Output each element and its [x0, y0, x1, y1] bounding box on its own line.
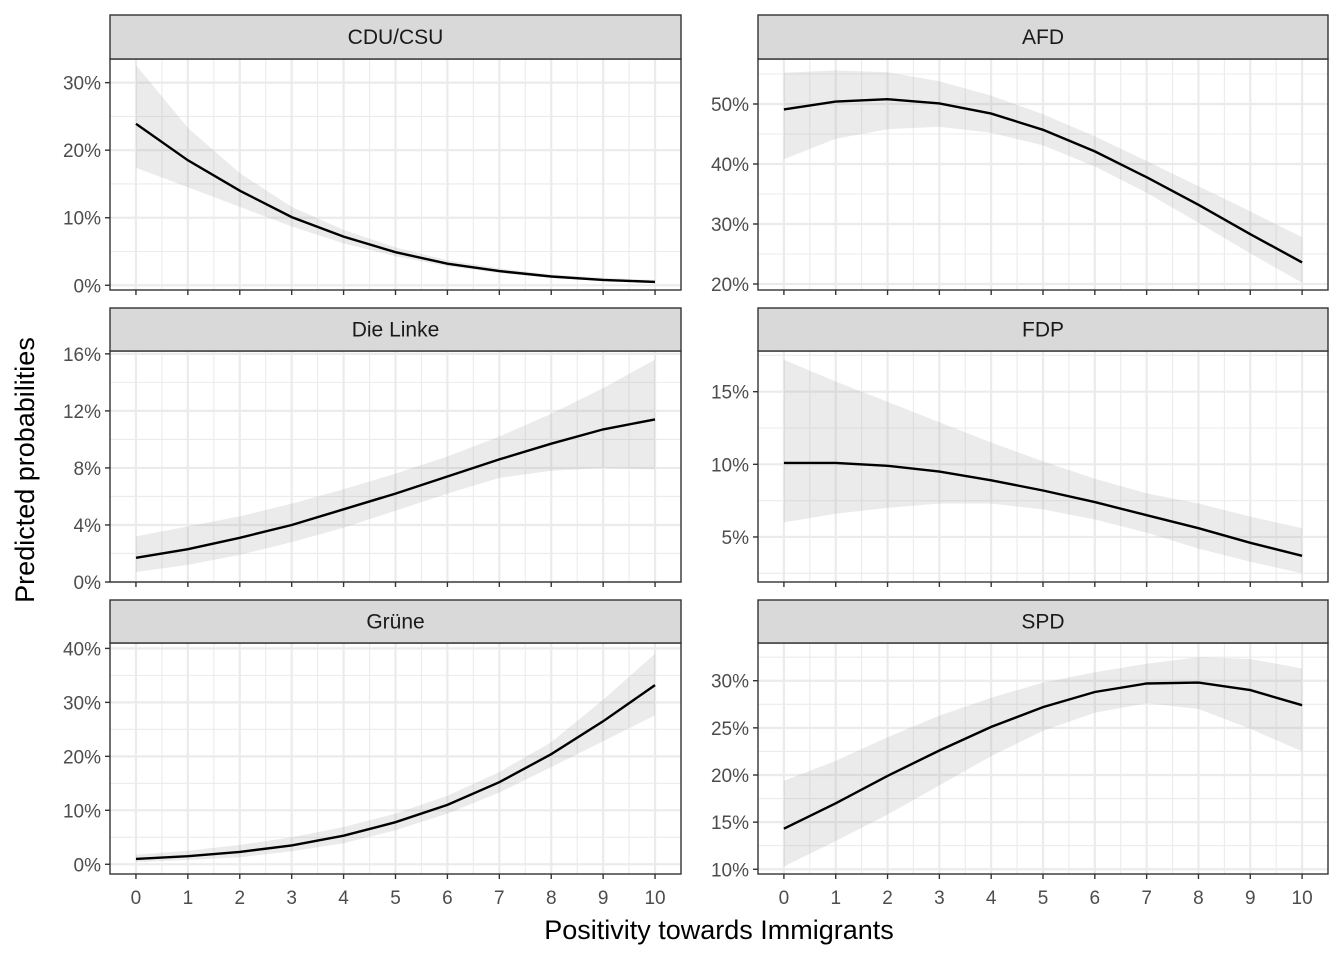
y-tick-label: 15%	[711, 383, 749, 404]
y-tick-label: 4%	[74, 516, 102, 537]
y-axis: 5% 10% 15%	[711, 383, 758, 549]
y-tick-label: 15%	[711, 813, 749, 834]
gridlines-x	[782, 59, 1304, 290]
x-tick-label: 4	[338, 888, 349, 909]
gridlines-x	[134, 643, 657, 874]
confidence-ribbon	[783, 70, 1303, 283]
gridlines-y	[110, 647, 681, 866]
prediction-line	[783, 97, 1303, 264]
y-tick-label: 40%	[63, 639, 101, 660]
x-axis	[783, 582, 1303, 587]
panel-afd: AFD 20% 30% 40% 50%	[711, 14, 1329, 296]
x-tick-label: 10	[1292, 888, 1313, 909]
x-axis	[783, 290, 1303, 295]
x-axis-title: Positivity towards Immigrants	[544, 915, 894, 945]
y-tick-label: 20%	[711, 275, 749, 296]
y-axis: 0% 10% 20% 30%	[63, 74, 110, 297]
y-tick-label: 50%	[711, 95, 749, 116]
y-tick-label: 30%	[63, 74, 101, 95]
strip-label: CDU/CSU	[348, 26, 444, 49]
y-tick-label: 0%	[74, 276, 102, 297]
y-axis-title: Predicted probabilities	[10, 337, 40, 603]
gridlines-y	[758, 656, 1328, 871]
x-tick-label: 6	[442, 888, 453, 909]
strip-header	[109, 307, 682, 352]
prediction-line	[783, 681, 1303, 830]
x-tick-label: 9	[598, 888, 609, 909]
x-tick-label: 3	[934, 888, 945, 909]
y-tick-label: 8%	[74, 459, 102, 480]
x-tick-label: 5	[1038, 888, 1049, 909]
confidence-ribbon	[136, 359, 655, 572]
x-axis	[135, 290, 656, 295]
y-tick-label: 40%	[711, 155, 749, 176]
y-tick-label: 5%	[722, 528, 750, 549]
prediction-line	[135, 418, 656, 559]
y-tick-label: 16%	[63, 345, 101, 366]
y-tick-label: 30%	[63, 693, 101, 714]
y-tick-label: 10%	[63, 801, 101, 822]
strip-label: SPD	[1021, 611, 1064, 634]
x-tick-label: 0	[131, 888, 142, 909]
confidence-ribbon	[783, 657, 1303, 867]
y-tick-label: 0%	[74, 855, 102, 876]
y-tick-label: 30%	[711, 672, 749, 693]
x-tick-label: 7	[1141, 888, 1152, 909]
y-tick-label: 10%	[711, 455, 749, 476]
strip-header	[757, 14, 1329, 60]
panel-cdu-csu: CDU/CSU 0% 10% 20% 30%	[63, 14, 682, 297]
x-tick-label: 8	[546, 888, 557, 909]
strip-header	[109, 14, 682, 60]
strip-label: AFD	[1022, 26, 1064, 49]
y-axis: 0% 4% 8% 12% 16%	[63, 345, 110, 594]
strip-label: Grüne	[366, 611, 424, 634]
panel-fdp: FDP 5% 10% 15%	[711, 307, 1329, 587]
panel-die-linke: Die Linke 0% 4% 8% 12% 16%	[63, 307, 682, 594]
panel-spd: SPD 10% 15% 20% 25% 30% 0 1 2 3 4 5 6 7 8 9 10	[711, 599, 1329, 909]
y-axis: 0% 10% 20% 30% 40%	[63, 639, 110, 876]
x-axis	[135, 582, 656, 587]
x-tick-label: 1	[183, 888, 194, 909]
confidence-ribbon	[136, 65, 655, 284]
gridlines-y	[110, 352, 681, 584]
y-tick-label: 20%	[63, 141, 101, 162]
x-tick-label: 8	[1193, 888, 1204, 909]
x-tick-label: 5	[390, 888, 401, 909]
confidence-ribbon	[783, 359, 1303, 574]
y-axis: 20% 30% 40% 50%	[711, 95, 758, 296]
strip-label: FDP	[1022, 319, 1064, 342]
y-tick-label: 12%	[63, 402, 101, 423]
prediction-line	[135, 122, 656, 284]
y-tick-label: 10%	[711, 860, 749, 881]
x-tick-label: 10	[644, 888, 665, 909]
x-tick-label: 6	[1090, 888, 1101, 909]
x-tick-label: 7	[494, 888, 505, 909]
y-tick-label: 20%	[711, 766, 749, 787]
x-tick-label: 2	[882, 888, 893, 909]
prediction-line	[135, 684, 656, 861]
strip-header	[757, 307, 1329, 352]
y-tick-label: 10%	[63, 209, 101, 230]
y-axis: 10% 15% 20% 25% 30%	[711, 672, 758, 881]
x-tick-label: 3	[286, 888, 297, 909]
x-tick-label: 9	[1245, 888, 1256, 909]
x-tick-label: 2	[234, 888, 245, 909]
x-axis: 0 1 2 3 4 5 6 7 8 9 10	[131, 874, 666, 909]
x-axis: 0 1 2 3 4 5 6 7 8 9 10	[779, 874, 1313, 909]
prediction-line	[783, 461, 1303, 557]
strip-header	[757, 599, 1329, 644]
panel-grune: Grüne 0% 10% 20% 30% 40% 0 1 2 3 4 5 6 7 8 9 10	[63, 599, 682, 909]
strip-header	[109, 599, 682, 644]
confidence-ribbon	[136, 653, 655, 863]
x-tick-label: 1	[830, 888, 841, 909]
y-tick-label: 0%	[74, 573, 102, 594]
x-tick-label: 0	[779, 888, 790, 909]
strip-label: Die Linke	[352, 319, 440, 342]
y-tick-label: 30%	[711, 215, 749, 236]
y-tick-label: 25%	[711, 719, 749, 740]
x-tick-label: 4	[986, 888, 997, 909]
y-tick-label: 20%	[63, 747, 101, 768]
